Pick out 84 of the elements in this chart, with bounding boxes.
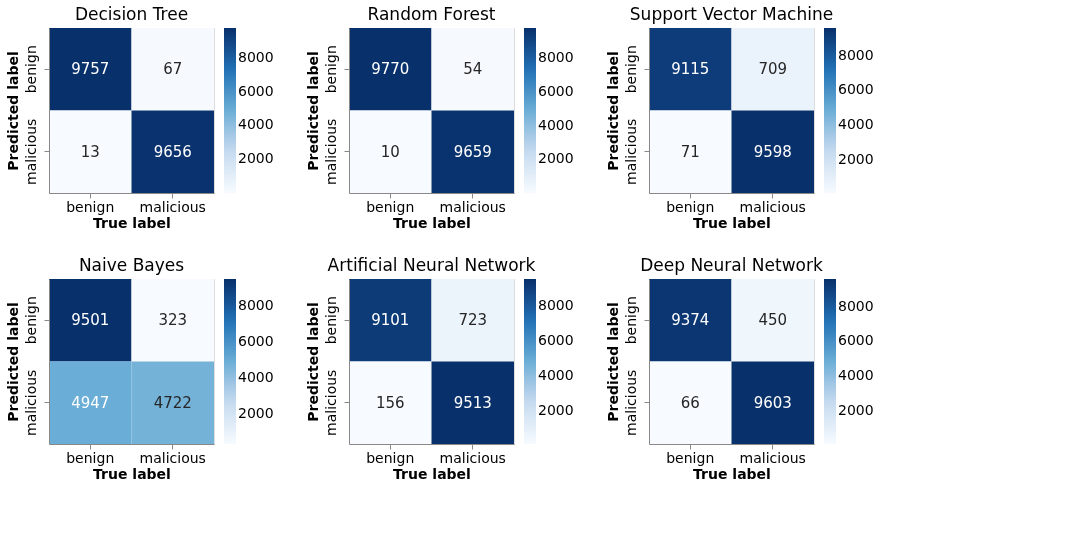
color-bar-label: 8000 [838,46,874,63]
data-label: 67 [163,60,183,79]
data-label: 156 [375,393,405,412]
chart-title: Artificial Neural Network [327,255,536,275]
x-tick-label: benign [366,449,415,466]
color-bar-label: 6000 [538,82,574,99]
y-tick-label: benign [22,296,39,345]
data-label: 10 [380,142,400,161]
data-label: 9656 [153,142,192,161]
data-label: 9603 [753,393,792,412]
color-bar-label: 2000 [838,150,874,167]
y-axis-title: Predicted label [604,51,621,171]
color-bar-label: 4000 [238,368,274,385]
x-axis-title: True label [693,214,771,231]
color-bar-label: 4000 [538,116,574,133]
color-bar-label: 2000 [538,402,574,419]
y-tick-label: benign [322,45,339,94]
x-tick-label: benign [666,198,715,215]
y-axis-title: Predicted label [4,51,21,171]
color-bar-label: 2000 [238,404,274,421]
chart-title: Deep Neural Network [640,255,823,275]
x-tick-label: malicious [139,198,206,215]
color-bar-label: 8000 [238,296,274,313]
color-bar-label: 2000 [238,150,274,167]
data-label: 9115 [671,60,710,79]
x-tick-label: benign [666,449,715,466]
color-bar-label: 8000 [238,48,274,65]
y-axis-title: Predicted label [4,302,21,422]
y-axis-title: Predicted label [604,302,621,422]
color-bar-label: 6000 [838,332,874,349]
color-bar-label: 8000 [838,297,874,314]
data-label: 723 [458,311,488,330]
data-label: 9659 [453,142,492,161]
color-bar-label: 4000 [538,367,574,384]
data-label: 9598 [753,142,792,161]
x-tick-label: malicious [139,449,206,466]
y-tick-label: benign [22,45,39,94]
chart-title: Random Forest [367,4,496,24]
x-tick-label: benign [366,198,415,215]
color-bar-label: 8000 [538,48,574,65]
data-label: 54 [463,60,483,79]
color-bar-label: 6000 [538,331,574,348]
data-label: 66 [680,393,700,412]
data-label: 323 [158,311,188,330]
data-label: 4722 [153,393,192,412]
x-tick-label: benign [66,449,115,466]
x-tick-label: malicious [439,198,506,215]
chart-title: Naive Bayes [78,255,185,275]
color-bar-label: 6000 [238,332,274,349]
data-label: 9757 [71,60,110,79]
data-label: 9501 [71,311,110,330]
data-label: 9101 [371,311,410,330]
color-bar-label: 6000 [238,82,274,99]
x-axis-title: True label [693,465,771,482]
x-axis-title: True label [393,214,471,231]
color-bar-label: 6000 [838,81,874,98]
data-label: 450 [758,311,788,330]
x-tick-label: benign [66,198,115,215]
x-axis-title: True label [393,465,471,482]
x-axis-title: True label [93,214,171,231]
data-label: 709 [758,60,788,79]
color-bar-label: 4000 [238,116,274,133]
color-bar-label: 4000 [838,366,874,383]
data-label: 13 [80,142,100,161]
data-label: 9374 [671,311,710,330]
x-axis-title: True label [93,465,171,482]
y-axis-title: Predicted label [304,51,321,171]
data-label: 9770 [371,60,410,79]
chart-title: Support Vector Machine [629,4,834,24]
data-label: 9513 [453,393,492,412]
x-tick-label: malicious [739,449,806,466]
y-axis-title: Predicted label [304,302,321,422]
color-bar-label: 2000 [538,150,574,167]
data-label: 4947 [71,393,110,412]
x-tick-label: malicious [439,449,506,466]
y-tick-label: benign [322,296,339,345]
y-tick-label: benign [622,296,639,345]
y-tick-label: benign [622,45,639,94]
x-tick-label: malicious [739,198,806,215]
chart-title: Decision Tree [74,4,189,24]
color-bar-label: 4000 [838,115,874,132]
color-bar-label: 2000 [838,401,874,418]
data-label: 71 [680,142,700,161]
color-bar-label: 8000 [538,296,574,313]
